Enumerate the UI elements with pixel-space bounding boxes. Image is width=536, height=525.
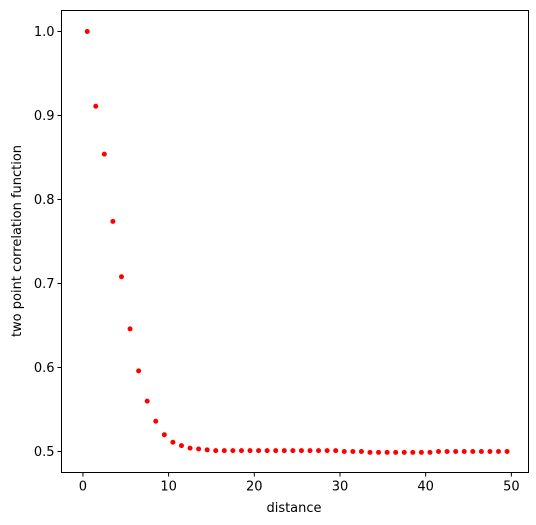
- y-tick-label: 0.5: [34, 445, 55, 460]
- data-point: [324, 448, 330, 454]
- y-tick-label: 0.8: [34, 193, 55, 208]
- y-axis-label: two point correlation function: [10, 145, 25, 337]
- data-point: [264, 448, 270, 454]
- data-point: [170, 439, 176, 445]
- data-point: [178, 443, 184, 449]
- data-point: [487, 449, 493, 454]
- data-point: [144, 398, 150, 404]
- data-point: [238, 448, 244, 454]
- data-point: [221, 448, 227, 454]
- data-point: [161, 432, 167, 438]
- x-tick-label: 20: [246, 480, 263, 495]
- data-point: [136, 368, 142, 374]
- x-axis-ticks: 0 10 20 30 40 50: [79, 472, 520, 495]
- data-point: [213, 448, 219, 454]
- x-tick-label: 50: [503, 480, 520, 495]
- x-tick-label: 10: [160, 480, 177, 495]
- data-point: [478, 449, 484, 454]
- data-point: [453, 449, 459, 454]
- data-point: [204, 447, 210, 453]
- data-point: [384, 449, 390, 455]
- data-point: [256, 448, 262, 454]
- data-point: [410, 449, 416, 455]
- y-tick-label: 0.6: [34, 361, 55, 376]
- x-tick-label: 30: [332, 480, 349, 495]
- data-point: [281, 448, 287, 454]
- data-point: [93, 103, 99, 109]
- data-point: [496, 449, 502, 454]
- data-point: [358, 449, 364, 454]
- x-tick-label: 40: [417, 480, 434, 495]
- x-tick-label: 0: [79, 480, 87, 495]
- data-point: [84, 29, 90, 34]
- data-point: [418, 449, 424, 455]
- data-point: [436, 449, 442, 454]
- data-point: [316, 448, 322, 454]
- x-axis-label: distance: [266, 501, 321, 516]
- data-point: [350, 449, 356, 454]
- data-point: [444, 449, 450, 454]
- data-point: [367, 449, 373, 455]
- data-point: [393, 449, 399, 455]
- data-point: [196, 446, 202, 452]
- plot-points: [84, 29, 510, 455]
- data-point: [153, 418, 159, 424]
- data-point: [101, 151, 107, 157]
- data-point: [427, 449, 433, 455]
- y-axis-ticks: 0.5 0.6 0.7 0.8 0.9 1.0: [34, 25, 62, 460]
- data-point: [290, 448, 296, 454]
- y-tick-label: 0.9: [34, 109, 55, 124]
- data-point: [504, 449, 510, 454]
- data-point: [273, 448, 279, 454]
- plot-frame: [61, 10, 529, 473]
- data-point: [298, 448, 304, 454]
- data-point: [307, 448, 313, 454]
- data-point: [187, 445, 193, 451]
- y-tick-label: 1.0: [34, 25, 55, 40]
- data-point: [376, 449, 382, 455]
- data-point: [401, 449, 407, 455]
- y-tick-label: 0.7: [34, 277, 55, 292]
- data-point: [470, 449, 476, 454]
- data-point: [127, 326, 133, 332]
- data-point: [247, 448, 253, 454]
- data-point: [333, 448, 339, 454]
- data-point: [110, 218, 116, 224]
- data-point: [118, 274, 124, 280]
- data-point: [230, 448, 236, 454]
- data-point: [341, 449, 347, 454]
- data-point: [461, 449, 467, 454]
